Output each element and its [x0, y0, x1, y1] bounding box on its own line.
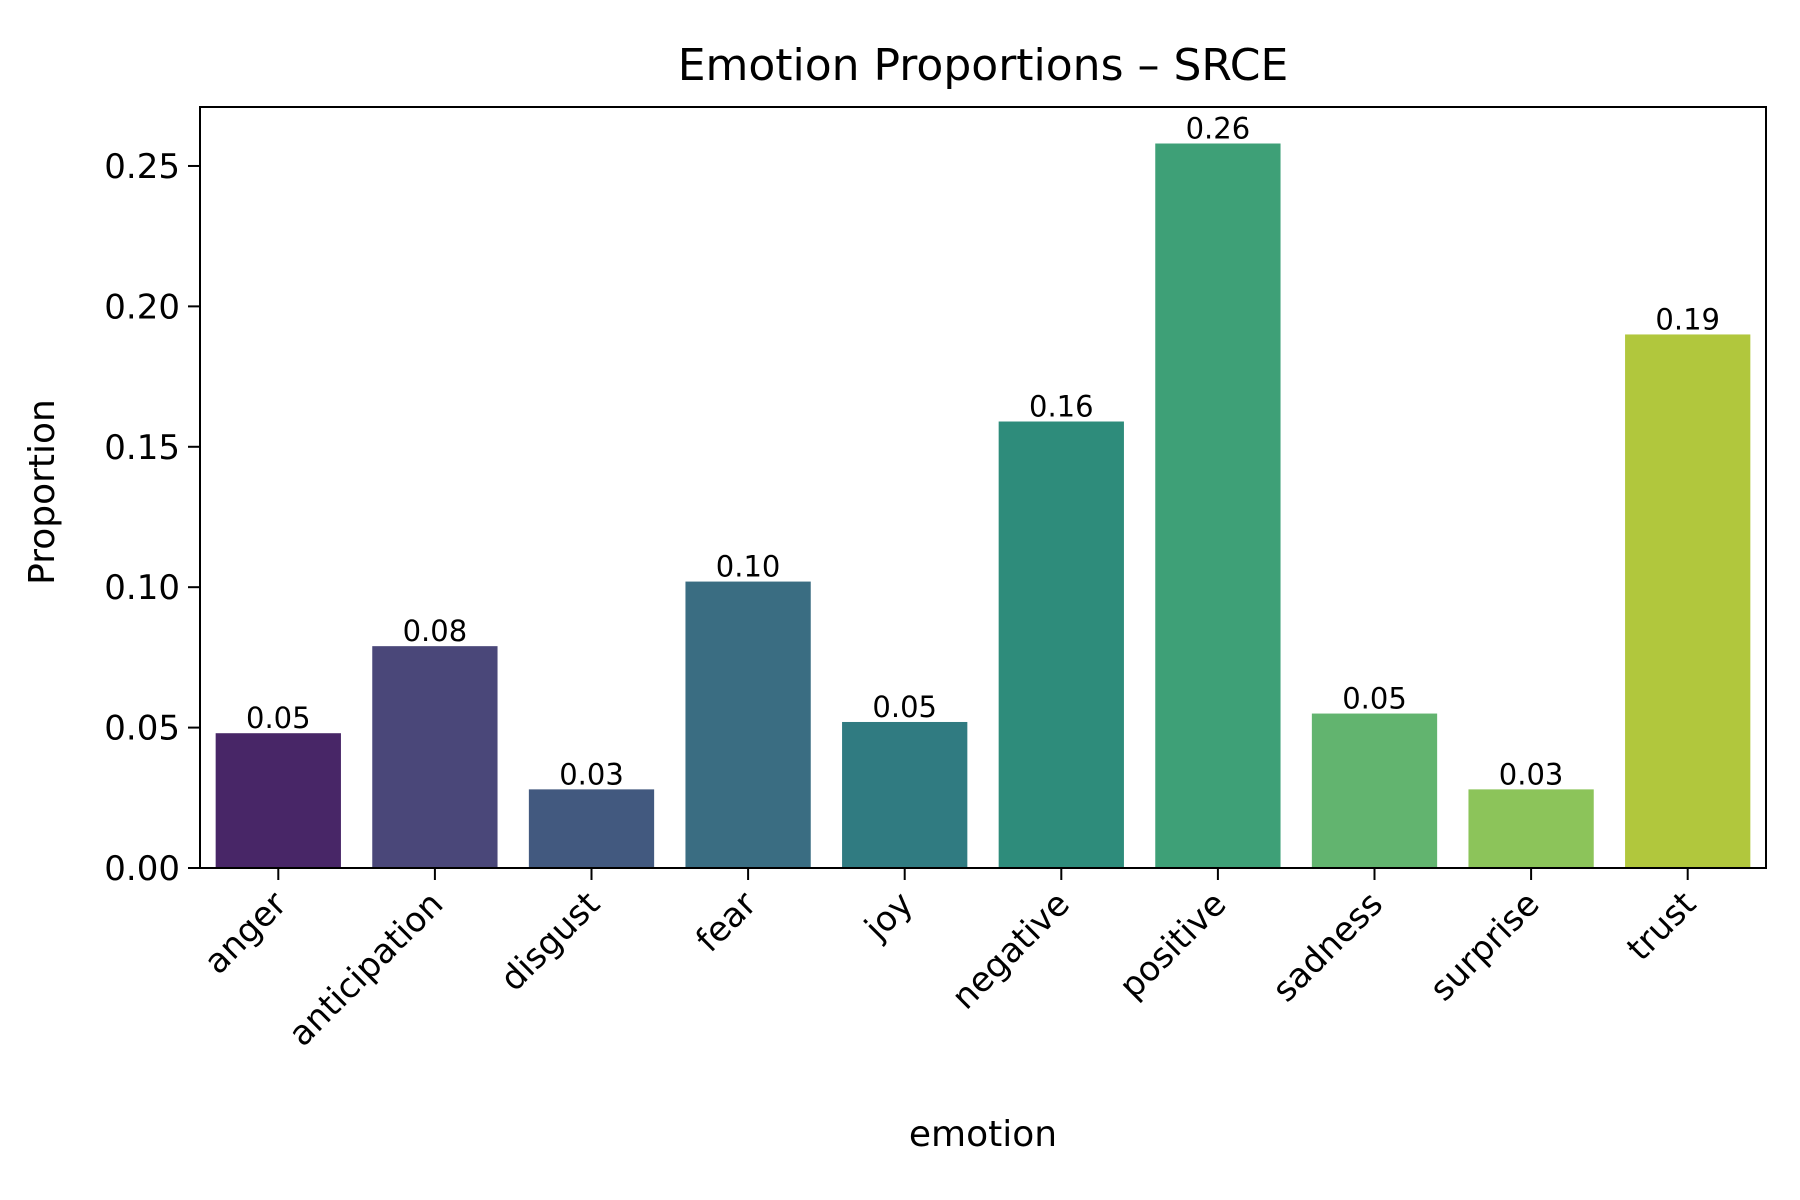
y-axis-label: Proportion: [22, 399, 63, 585]
data-labels-group: 0.05 0.08 0.03 0.10 0.05 0.16 0.26 0.05 0.03 0.19: [246, 112, 1720, 792]
bar-sadness: [1311, 713, 1438, 868]
data-label-positive: 0.26: [1186, 112, 1251, 146]
data-label-negative: 0.16: [1029, 390, 1094, 424]
bar-anger: [215, 733, 341, 868]
x-axis-label: emotion: [909, 1114, 1057, 1155]
bar-positive: [1155, 143, 1281, 868]
data-label-anticipation: 0.08: [403, 614, 468, 648]
bar-surprise: [1468, 789, 1594, 868]
x-tick-label-anticipation: anticipation: [281, 884, 451, 1054]
y-tick-label: 0.05: [104, 709, 180, 749]
y-tick-label: 0.20: [104, 287, 180, 327]
data-label-joy: 0.05: [872, 690, 937, 724]
bars-group: [215, 143, 1751, 869]
y-tick-label: 0.15: [104, 428, 180, 468]
data-label-anger: 0.05: [246, 701, 311, 735]
bar-trust: [1625, 334, 1751, 869]
x-tick-label-surprise: surprise: [1422, 884, 1547, 1009]
y-tick-label: 0.00: [104, 849, 180, 889]
y-tick-label: 0.25: [104, 147, 180, 187]
x-tick-label-joy: joy: [856, 884, 921, 949]
bar-disgust: [528, 789, 655, 868]
x-tick-label-sadness: sadness: [1265, 884, 1391, 1010]
x-tick-label-negative: negative: [944, 884, 1077, 1017]
x-tick-label-fear: fear: [688, 884, 764, 960]
x-tick-label-disgust: disgust: [493, 884, 608, 999]
data-label-fear: 0.10: [716, 550, 781, 584]
data-label-surprise: 0.03: [1499, 757, 1564, 791]
bar-anticipation: [372, 646, 498, 868]
data-label-trust: 0.19: [1655, 302, 1720, 336]
chart-title: Emotion Proportions – SRCE: [678, 40, 1289, 91]
x-tick-label-anger: anger: [196, 884, 294, 982]
x-tick-label-trust: trust: [1619, 884, 1704, 969]
y-axis: 0.00 0.05 0.10 0.15 0.20 0.25: [104, 147, 200, 889]
data-label-disgust: 0.03: [559, 757, 624, 791]
bar-negative: [998, 421, 1124, 868]
bar-joy: [842, 721, 968, 868]
data-label-sadness: 0.05: [1342, 682, 1407, 716]
plot-frame: [199, 106, 1767, 869]
y-tick-label: 0.10: [104, 568, 180, 608]
x-tick-label-positive: positive: [1112, 884, 1235, 1007]
bar-fear: [685, 581, 811, 868]
